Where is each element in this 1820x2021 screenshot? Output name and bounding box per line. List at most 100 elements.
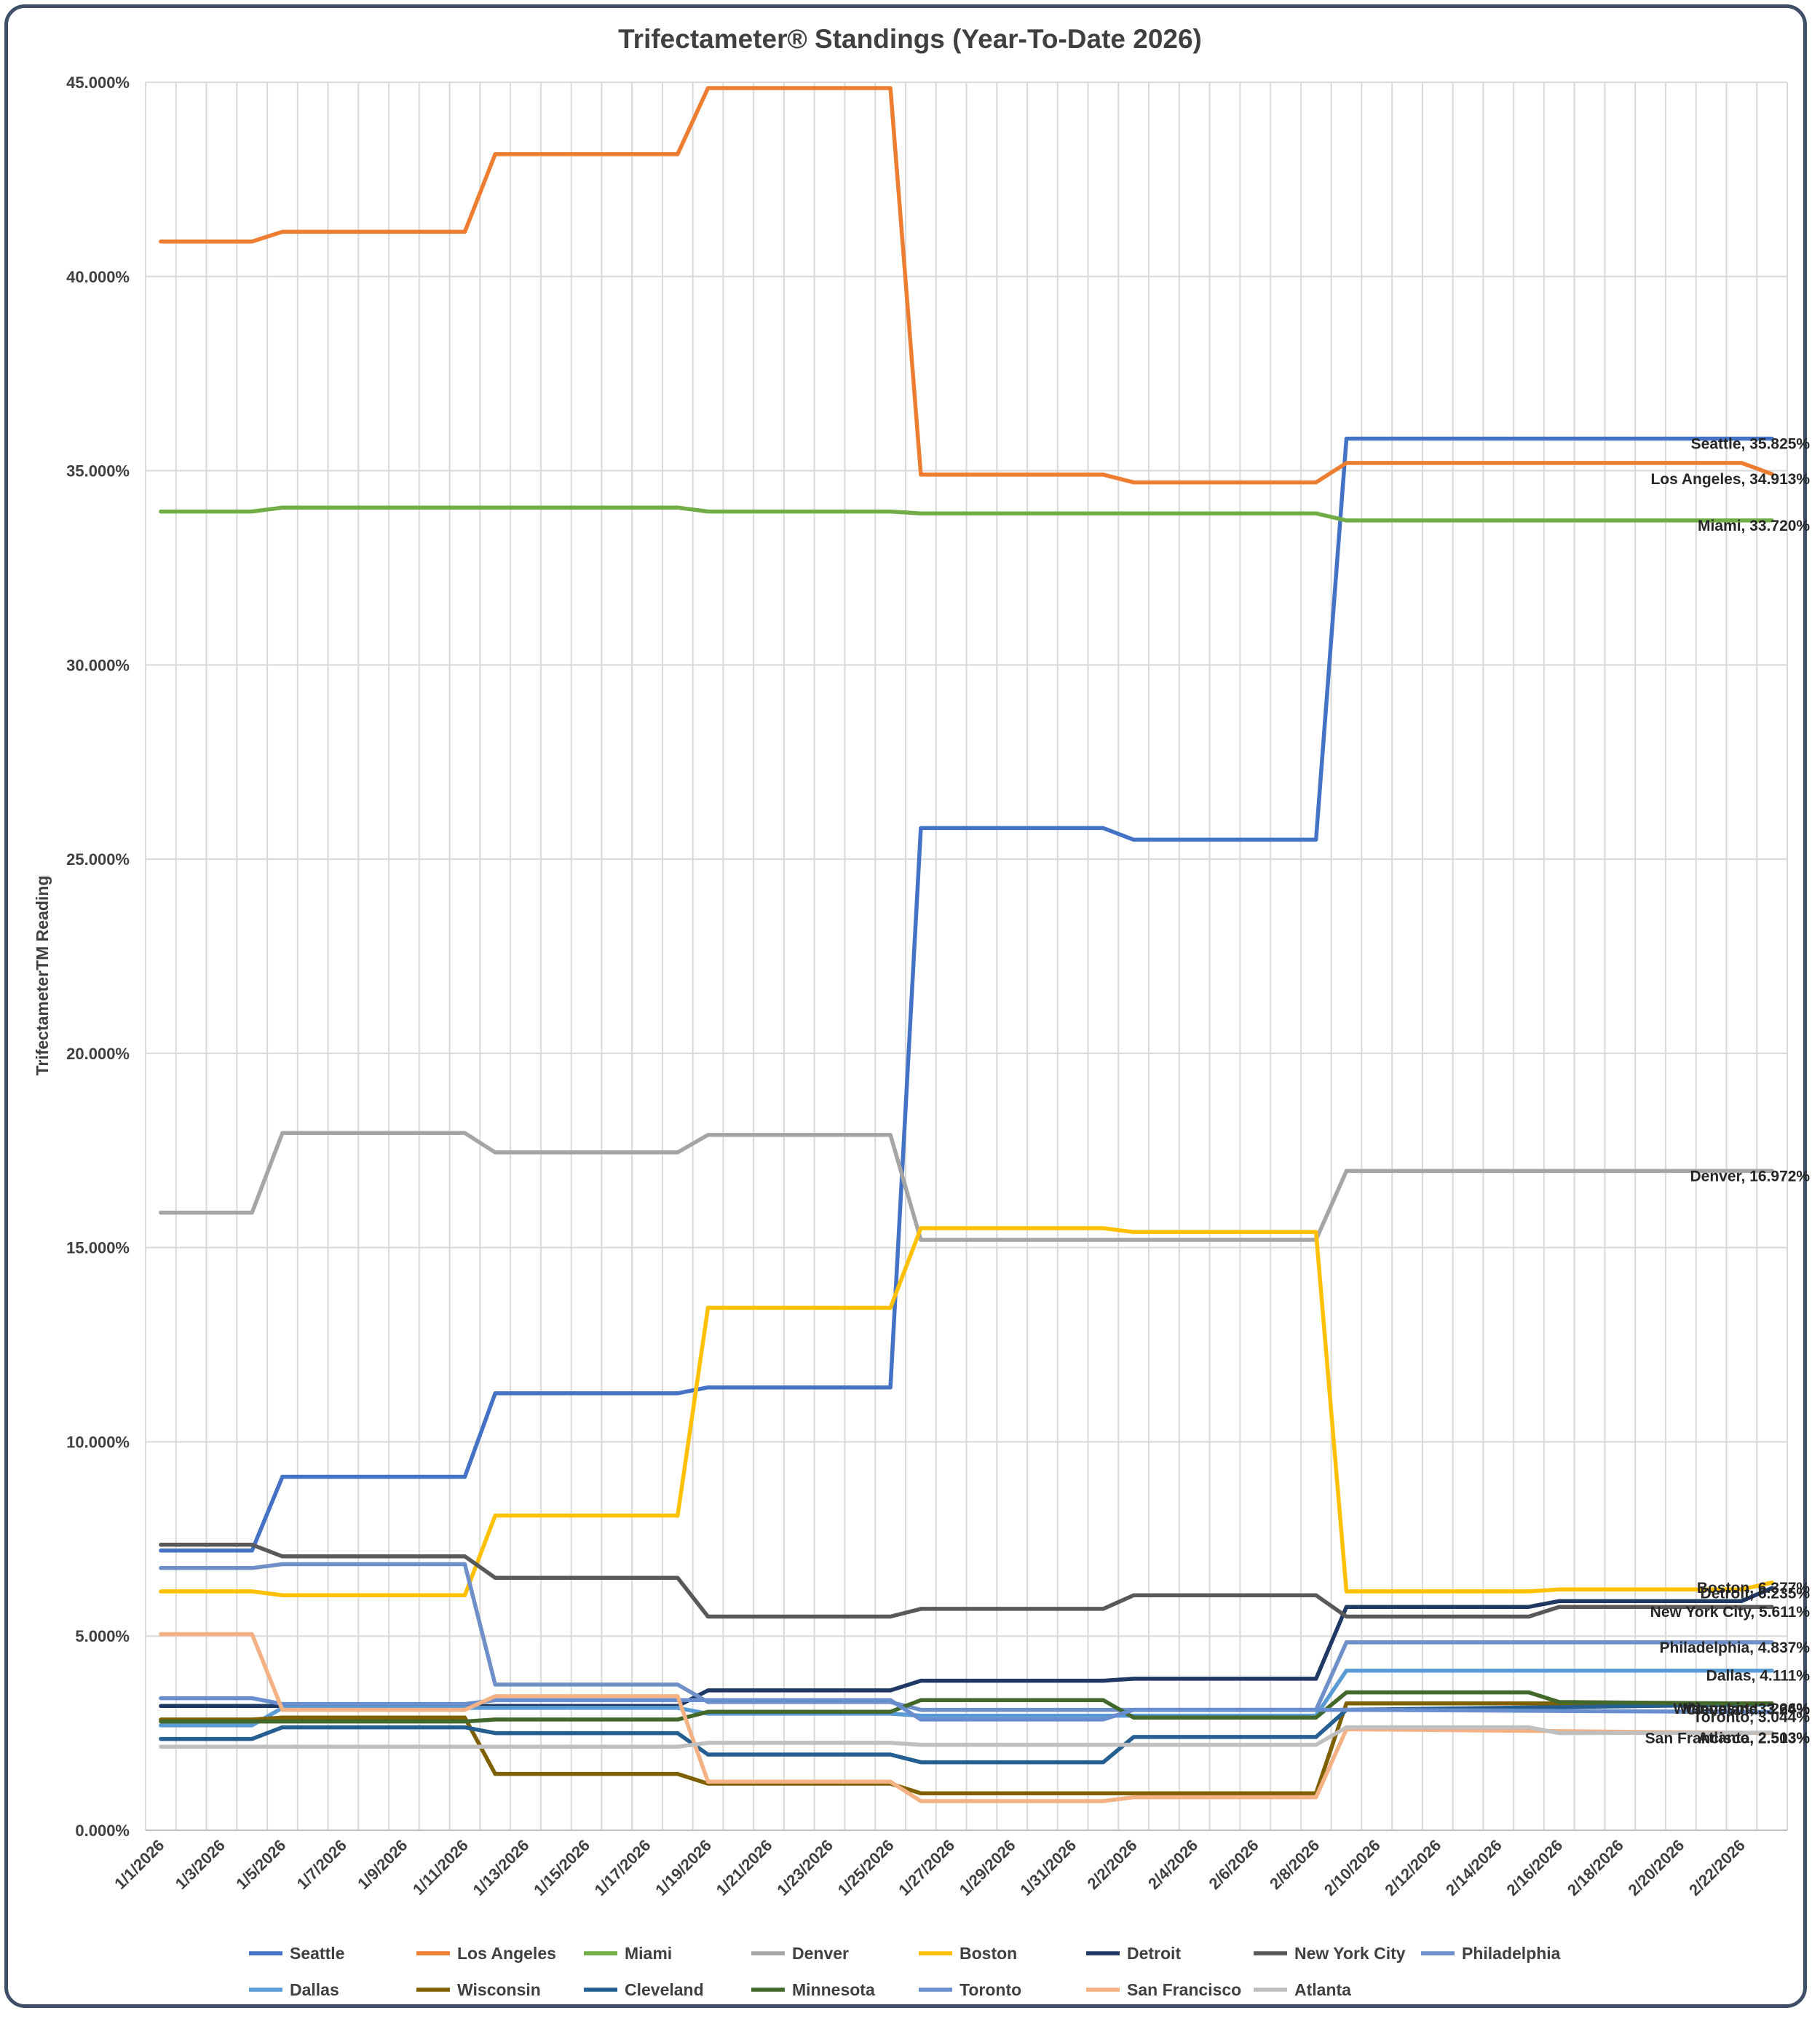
x-tick-label: 1/19/2026 bbox=[652, 1836, 715, 1899]
series-line-philadelphia bbox=[159, 1562, 1774, 1712]
data-label: Boston, 6.377% bbox=[1697, 1580, 1811, 1597]
legend-label: Atlanta bbox=[1294, 1980, 1351, 1999]
data-label: Minnesota, 3.26% bbox=[1682, 1701, 1810, 1717]
x-tick-label: 1/23/2026 bbox=[773, 1836, 836, 1899]
series-line-new-york-city bbox=[159, 1543, 1774, 1619]
legend-item[interactable]: New York City bbox=[1254, 1944, 1406, 1963]
legend-item[interactable]: Miami bbox=[584, 1944, 672, 1963]
data-label: Los Angeles, 34.913% bbox=[1650, 471, 1810, 488]
x-tick-label: 1/7/2026 bbox=[293, 1836, 350, 1893]
x-tick-label: 1/11/2026 bbox=[409, 1836, 472, 1899]
legend-item[interactable]: Minnesota bbox=[751, 1980, 875, 1999]
y-tick-label: 10.000% bbox=[66, 1433, 130, 1451]
y-tick-label: 20.000% bbox=[66, 1045, 130, 1063]
data-label: Dallas, 4.111% bbox=[1706, 1668, 1811, 1685]
data-label: San Francisco, 2.503% bbox=[1645, 1730, 1811, 1747]
axes: 0.000% 5.000% 10.000% 15.000% 20.000% 25.000%… bbox=[66, 74, 1787, 1899]
legend-label: Miami bbox=[625, 1944, 672, 1963]
legend-label: San Francisco bbox=[1127, 1980, 1241, 1999]
x-tick-label: 1/9/2026 bbox=[354, 1836, 411, 1893]
data-label: Toronto, 3.044% bbox=[1693, 1709, 1810, 1726]
legend-item[interactable]: Atlanta bbox=[1254, 1980, 1351, 1999]
x-tick-label: 1/27/2026 bbox=[895, 1836, 958, 1899]
series-line-seattle bbox=[159, 436, 1774, 1553]
legend: Seattle Los Angeles Miami Denver Boston Detro… bbox=[249, 1944, 1561, 1999]
legend-label: Minnesota bbox=[792, 1980, 875, 1999]
x-tick-label: 1/31/2026 bbox=[1016, 1836, 1080, 1899]
series-line-miami bbox=[159, 505, 1774, 523]
legend-label: Toronto bbox=[960, 1980, 1021, 1999]
x-tick-label: 1/5/2026 bbox=[232, 1836, 289, 1893]
legend-item[interactable]: Cleveland bbox=[584, 1980, 704, 1999]
x-tick-label: 1/15/2026 bbox=[530, 1836, 593, 1899]
chart-title: Trifectameter® Standings (Year-To-Date 2… bbox=[618, 24, 1202, 54]
y-tick-label: 15.000% bbox=[66, 1239, 130, 1257]
legend-item[interactable]: Philadelphia bbox=[1421, 1944, 1561, 1963]
legend-item[interactable]: Dallas bbox=[249, 1980, 339, 1999]
series-line-los-angeles bbox=[159, 86, 1774, 485]
legend-label: Philadelphia bbox=[1462, 1944, 1561, 1963]
x-tick-label: 2/8/2026 bbox=[1266, 1836, 1323, 1893]
y-tick-label: 45.000% bbox=[66, 74, 130, 92]
end-labels: Seattle, 35.825% Los Angeles, 34.913% Miam… bbox=[1645, 436, 1811, 1747]
legend-item[interactable]: Toronto bbox=[919, 1980, 1021, 1999]
x-tick-label: 1/3/2026 bbox=[172, 1836, 229, 1893]
x-tick-label: 2/20/2026 bbox=[1624, 1836, 1688, 1899]
data-label: Detroit, 6.235% bbox=[1701, 1585, 1811, 1602]
x-tick-label: 2/18/2026 bbox=[1564, 1836, 1627, 1899]
series-line-boston bbox=[159, 1226, 1774, 1597]
series-line-atlanta bbox=[159, 1725, 1774, 1749]
y-tick-label: 5.000% bbox=[75, 1627, 130, 1645]
series-line-minnesota bbox=[159, 1690, 1774, 1724]
legend-label: Dallas bbox=[290, 1980, 339, 1999]
legend-item[interactable]: Los Angeles bbox=[416, 1944, 556, 1963]
legend-item[interactable]: Detroit bbox=[1086, 1944, 1181, 1963]
legend-label: Detroit bbox=[1127, 1944, 1181, 1963]
series-line-san-francisco bbox=[159, 1632, 1774, 1803]
data-label: Seattle, 35.825% bbox=[1691, 436, 1811, 453]
data-label: Atlanta, 2.513% bbox=[1698, 1730, 1810, 1747]
x-tick-label: 2/6/2026 bbox=[1206, 1836, 1262, 1893]
x-tick-label: 2/16/2026 bbox=[1503, 1836, 1566, 1899]
series-line-wisconsin bbox=[159, 1701, 1774, 1796]
y-tick-label: 40.000% bbox=[66, 268, 130, 286]
y-tick-label: 35.000% bbox=[66, 462, 130, 480]
y-tick-label: 30.000% bbox=[66, 656, 130, 674]
x-tick-label: 2/14/2026 bbox=[1442, 1836, 1506, 1899]
x-tick-label: 2/2/2026 bbox=[1083, 1836, 1140, 1893]
legend-label: Wisconsin bbox=[457, 1980, 541, 1999]
series-lines bbox=[159, 86, 1774, 1803]
x-tick-label: 2/12/2026 bbox=[1381, 1836, 1444, 1899]
legend-item[interactable]: Denver bbox=[751, 1944, 849, 1963]
series-line-denver bbox=[159, 1131, 1774, 1242]
data-label: Miami, 33.720% bbox=[1698, 518, 1810, 534]
x-tick-label: 1/21/2026 bbox=[713, 1836, 776, 1899]
x-tick-label: 2/4/2026 bbox=[1144, 1836, 1201, 1893]
x-tick-label: 2/22/2026 bbox=[1685, 1836, 1749, 1899]
data-label: Philadelphia, 4.837% bbox=[1660, 1640, 1811, 1656]
legend-label: New York City bbox=[1294, 1944, 1406, 1963]
y-tick-label: 0.000% bbox=[75, 1822, 130, 1840]
x-tick-label: 1/13/2026 bbox=[470, 1836, 533, 1899]
legend-label: Boston bbox=[960, 1944, 1017, 1963]
data-label: Wisconsin, 3.264% bbox=[1673, 1701, 1810, 1717]
legend-label: Los Angeles bbox=[457, 1944, 556, 1963]
legend-item[interactable]: Boston bbox=[919, 1944, 1017, 1963]
x-tick-label: 1/29/2026 bbox=[956, 1836, 1019, 1899]
x-tick-label: 1/1/2026 bbox=[111, 1836, 167, 1893]
series-line-cleveland bbox=[159, 1702, 1774, 1765]
y-axis-label: TrifectameterTM Reading bbox=[33, 876, 52, 1076]
legend-item[interactable]: Wisconsin bbox=[416, 1980, 541, 1999]
legend-item[interactable]: Seattle bbox=[249, 1944, 344, 1963]
x-tick-label: 1/25/2026 bbox=[834, 1836, 898, 1899]
legend-label: Denver bbox=[792, 1944, 849, 1963]
data-label: Denver, 16.972% bbox=[1690, 1168, 1810, 1184]
x-tick-label: 2/10/2026 bbox=[1321, 1836, 1384, 1899]
legend-label: Seattle bbox=[290, 1944, 344, 1963]
data-label: New York City, 5.611% bbox=[1650, 1604, 1811, 1621]
series-line-toronto bbox=[159, 1696, 1774, 1722]
legend-item[interactable]: San Francisco bbox=[1086, 1980, 1241, 1999]
y-tick-label: 25.000% bbox=[66, 850, 130, 869]
grid-lines bbox=[145, 82, 1788, 1830]
